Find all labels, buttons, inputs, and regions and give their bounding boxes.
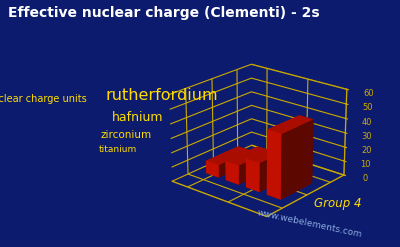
Text: zirconium: zirconium bbox=[100, 130, 152, 140]
Text: Group 4: Group 4 bbox=[314, 197, 362, 210]
Text: www.webelements.com: www.webelements.com bbox=[257, 208, 363, 239]
Text: rutherfordium: rutherfordium bbox=[106, 88, 218, 103]
Text: Effective nuclear charge (Clementi) - 2s: Effective nuclear charge (Clementi) - 2s bbox=[8, 6, 320, 20]
Text: titanium: titanium bbox=[99, 145, 137, 154]
Text: hafnium: hafnium bbox=[112, 111, 164, 124]
Text: nuclear charge units: nuclear charge units bbox=[0, 94, 86, 104]
